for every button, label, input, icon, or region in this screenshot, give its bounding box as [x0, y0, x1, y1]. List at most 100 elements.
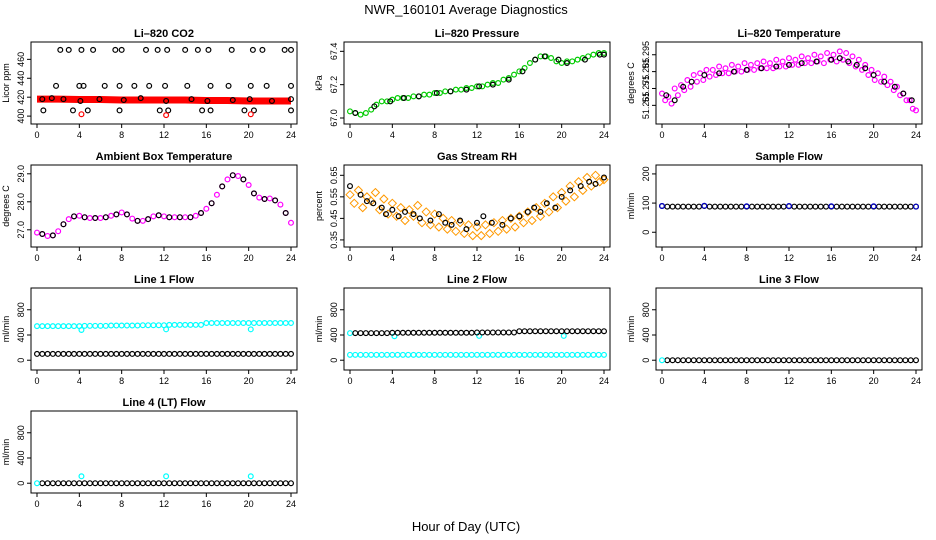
data-point [404, 205, 414, 215]
x-tick-label: 20 [244, 376, 254, 386]
data-point [219, 480, 226, 487]
data-point [49, 350, 56, 357]
data-point [277, 480, 284, 487]
data-point [839, 56, 846, 63]
y-tick-label: 800 [329, 302, 339, 317]
data-point [881, 357, 888, 364]
data-point [727, 203, 734, 210]
data-point [282, 210, 289, 217]
data-point [813, 58, 820, 65]
data-point [801, 60, 808, 67]
data-point [39, 480, 46, 487]
data-point [203, 350, 210, 357]
data-point [426, 91, 433, 98]
data-point [426, 329, 433, 336]
data-point [743, 357, 750, 364]
series-black [352, 328, 607, 337]
data-point [171, 480, 178, 487]
series-black [33, 350, 295, 357]
data-point [875, 203, 882, 210]
data-point [860, 203, 867, 210]
data-point [532, 351, 539, 358]
data-point [347, 351, 354, 358]
data-point [150, 480, 157, 487]
data-point [92, 215, 99, 222]
data-point [229, 320, 236, 327]
data-point [113, 322, 120, 329]
data-point [706, 357, 713, 364]
data-point [176, 480, 183, 487]
data-point [836, 55, 843, 62]
data-point [60, 350, 67, 357]
data-point [712, 71, 719, 78]
data-point [65, 216, 72, 223]
data-point [495, 329, 502, 336]
x-tick-label: 24 [911, 130, 921, 140]
data-point [476, 230, 486, 241]
y-tick-label: 0.65 [329, 167, 339, 185]
x-tick-label: 16 [201, 376, 211, 386]
data-point [120, 97, 127, 104]
x-tick-label: 24 [911, 253, 921, 263]
x-tick-label: 0 [347, 130, 352, 140]
data-point [129, 350, 136, 357]
data-point [139, 350, 146, 357]
series-black [347, 174, 607, 233]
data-point [60, 323, 67, 330]
data-point [288, 82, 295, 89]
data-point [738, 203, 745, 210]
data-point [859, 66, 866, 73]
data-point [182, 321, 189, 328]
data-point [96, 96, 103, 103]
data-point [33, 323, 40, 330]
data-point [410, 93, 417, 100]
data-point [890, 87, 897, 94]
series-cyan [78, 326, 254, 333]
data-point [139, 322, 146, 329]
data-point [198, 210, 205, 217]
data-point [844, 203, 851, 210]
data-point [166, 321, 173, 328]
data-point [65, 323, 72, 330]
data-point [102, 322, 109, 329]
data-point [76, 212, 83, 219]
data-point [853, 61, 860, 68]
data-point [184, 82, 191, 89]
data-point [452, 329, 459, 336]
data-point [247, 111, 254, 118]
data-point [600, 51, 607, 58]
data-point [558, 193, 565, 200]
data-point [671, 97, 678, 104]
data-point [516, 68, 523, 75]
y-tick-label: 0 [16, 358, 26, 363]
data-point [277, 201, 284, 208]
data-point [706, 203, 713, 210]
data-point [394, 351, 401, 358]
x-tick-label: 0 [659, 130, 664, 140]
data-point [727, 357, 734, 364]
data-point [782, 63, 789, 70]
data-point [823, 357, 830, 364]
data-point [511, 71, 518, 78]
x-tick-label: 24 [599, 130, 609, 140]
data-point [700, 77, 707, 84]
x-tick-label: 16 [201, 253, 211, 263]
data-point [468, 351, 475, 358]
data-point [843, 50, 850, 57]
data-point [410, 351, 417, 358]
x-tick-label: 20 [244, 130, 254, 140]
data-point [798, 60, 805, 67]
data-point [792, 56, 799, 63]
data-point [49, 232, 56, 239]
data-point [760, 58, 767, 65]
data-point [154, 46, 161, 53]
data-point [108, 322, 115, 329]
panel-title: Line 2 Flow [447, 274, 507, 286]
data-point [261, 320, 268, 327]
data-point [447, 329, 454, 336]
data-point [387, 198, 398, 209]
data-point [548, 351, 555, 358]
panel-line3_flow: Line 3 Flow ml/min 0 4 8 12 16 20 24 0 400 800 [626, 274, 923, 386]
data-point [129, 480, 136, 487]
